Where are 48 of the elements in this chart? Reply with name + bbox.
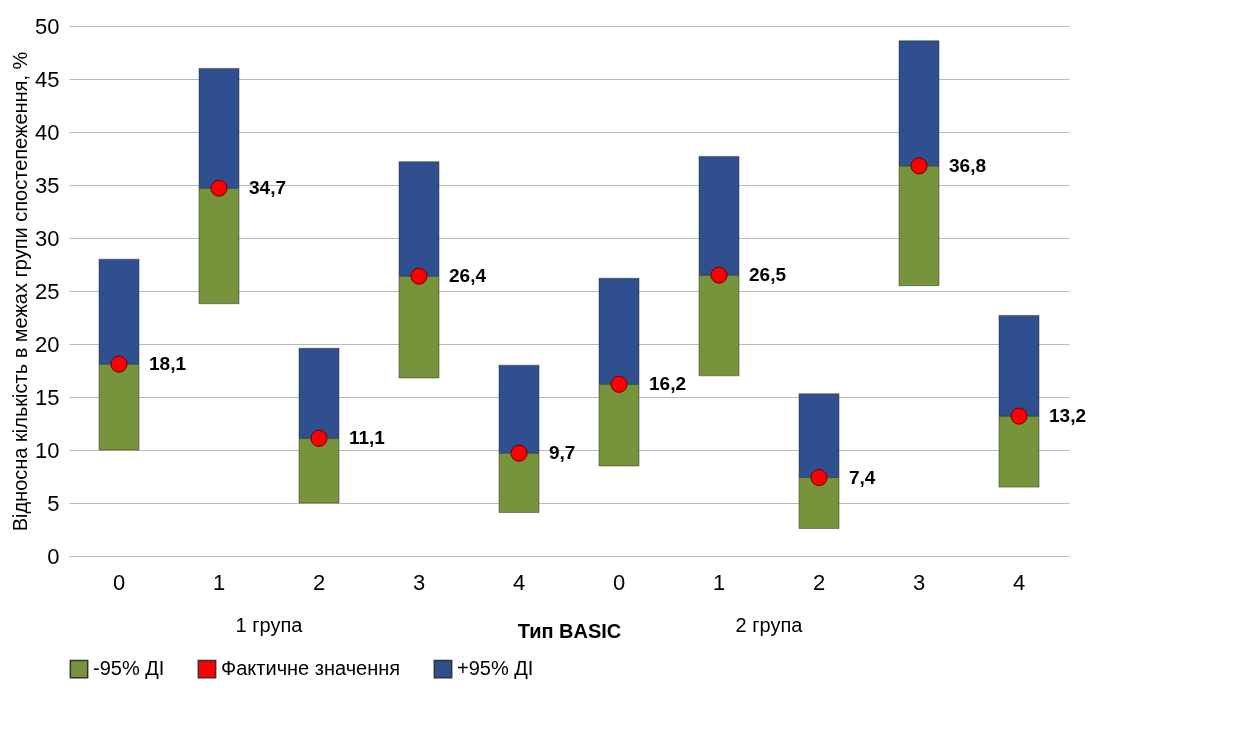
- data-label: 36,8: [949, 154, 986, 176]
- x-tick-label: 4: [512, 569, 526, 595]
- legend-label: Фактичне значення: [221, 657, 401, 680]
- y-tick-label: 10: [35, 437, 60, 463]
- y-tick-label: 5: [47, 490, 60, 516]
- point: [110, 355, 128, 373]
- x-tick-label: 3: [412, 569, 426, 595]
- y-tick-label: 40: [35, 119, 60, 145]
- y-tick-label: 25: [35, 278, 60, 304]
- data-label: 26,4: [449, 265, 487, 287]
- data-label: 13,2: [1049, 405, 1086, 427]
- y-tick-label: 0: [47, 543, 60, 569]
- point: [910, 157, 928, 175]
- data-label: 11,1: [349, 427, 386, 449]
- x-tick-label: 0: [112, 569, 126, 595]
- x-tick-label: 2: [812, 569, 826, 595]
- x-axis-title: Тип BASIC: [517, 619, 622, 642]
- data-label: 18,1: [149, 353, 187, 375]
- point: [610, 375, 628, 393]
- x-tick-label: 1: [212, 569, 226, 595]
- y-axis-title: Відносна кількість в межах групи спостепеження, %: [9, 51, 32, 532]
- y-tick-label: 15: [35, 384, 60, 410]
- x-tick-label: 3: [912, 569, 926, 595]
- point: [810, 469, 828, 487]
- y-tick-label: 35: [35, 172, 60, 198]
- y-tick-label: 20: [35, 331, 60, 357]
- y-tick-label: 50: [35, 13, 60, 39]
- point: [410, 267, 428, 285]
- x-tick-label: 1: [712, 569, 726, 595]
- legend-label: -95% ДІ: [93, 657, 165, 680]
- data-label: 34,7: [249, 177, 286, 199]
- point: [210, 179, 228, 197]
- point: [710, 266, 728, 284]
- data-label: 9,7: [549, 442, 576, 464]
- point: [510, 444, 528, 462]
- x-tick-label: 0: [612, 569, 626, 595]
- data-label: 26,5: [749, 264, 787, 286]
- x-tick-label: 2: [312, 569, 326, 595]
- legend-label: +95% ДІ: [457, 657, 534, 680]
- point: [310, 429, 328, 447]
- point: [1010, 407, 1028, 425]
- y-tick-label: 45: [35, 66, 60, 92]
- x-tick-label: 4: [1012, 569, 1026, 595]
- text: 2 група: [735, 614, 804, 636]
- y-tick-label: 30: [35, 225, 60, 251]
- text: 1 група: [235, 614, 304, 636]
- data-label: 16,2: [649, 373, 686, 395]
- data-label: 7,4: [849, 466, 876, 488]
